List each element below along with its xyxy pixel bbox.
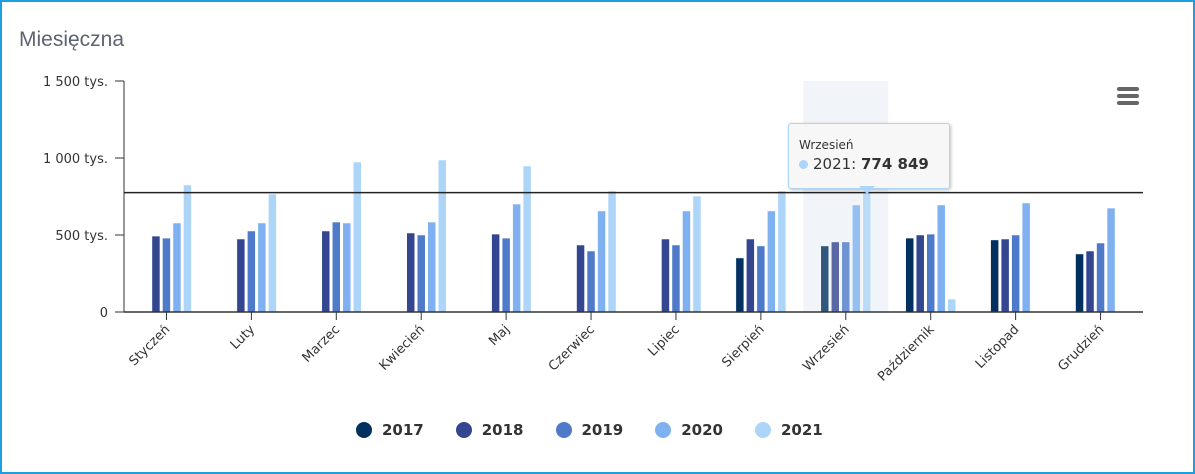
tooltip-arrow xyxy=(859,186,875,194)
bar-2019-Grudzień[interactable] xyxy=(1096,242,1105,313)
legend-swatch xyxy=(356,422,372,438)
bar-2019-Październik[interactable] xyxy=(926,233,935,313)
tooltip-category: Wrzesień xyxy=(799,138,854,152)
bar-2021-Sierpień[interactable] xyxy=(777,190,787,313)
bar-2021-Październik[interactable] xyxy=(947,298,956,313)
x-tick-label: Marzec xyxy=(300,322,343,365)
bar-2020-Wrzesień[interactable] xyxy=(852,204,861,313)
bar-2019-Lipiec[interactable] xyxy=(671,244,681,313)
bar-2021-Maj[interactable] xyxy=(522,165,532,313)
bar-2017-Grudzień[interactable] xyxy=(1075,253,1084,313)
legend-label: 2020 xyxy=(681,421,723,439)
bar-2019-Styczeń[interactable] xyxy=(162,237,171,313)
bar-2019-Maj[interactable] xyxy=(501,237,511,313)
bar-2020-Lipiec[interactable] xyxy=(682,210,691,313)
tooltip-value: 774 849 xyxy=(861,155,929,173)
legend-swatch xyxy=(655,422,672,438)
legend: 2017 2018 2019 2020 2021 xyxy=(356,421,855,439)
bar-2017-Październik[interactable] xyxy=(905,237,914,313)
bar-2019-Listopad[interactable] xyxy=(1011,234,1020,313)
legend-item-2018[interactable]: 2018 xyxy=(455,421,524,439)
bar-2021-Czerwiec[interactable] xyxy=(607,190,617,313)
bar-2018-Maj[interactable] xyxy=(491,233,500,313)
x-tick-label: Maj xyxy=(486,322,513,349)
legend-label: 2019 xyxy=(581,421,624,439)
x-tick-label: Wrzesień xyxy=(800,322,852,374)
bar-2018-Wrzesień[interactable] xyxy=(831,241,840,313)
bar-2019-Wrzesień[interactable] xyxy=(841,241,851,313)
bar-2020-Listopad[interactable] xyxy=(1021,202,1031,313)
x-tick-label: Listopad xyxy=(973,322,1023,372)
bar-2018-Sierpień[interactable] xyxy=(746,238,755,313)
legend-swatch xyxy=(555,422,572,438)
bar-2020-Sierpień[interactable] xyxy=(767,210,776,313)
legend-swatch xyxy=(755,422,771,438)
bar-2019-Marzec[interactable] xyxy=(332,221,341,313)
bar-2019-Luty[interactable] xyxy=(247,230,256,313)
bar-2018-Czerwiec[interactable] xyxy=(576,244,585,313)
legend-swatch xyxy=(455,422,472,438)
x-tick-label: Luty xyxy=(228,322,259,353)
legend-label: 2017 xyxy=(382,421,424,439)
bar-2021-Marzec[interactable] xyxy=(353,161,362,313)
bar-2018-Listopad[interactable] xyxy=(1000,238,1010,313)
bar-2020-Grudzień[interactable] xyxy=(1106,207,1116,313)
x-tick-label: Czerwiec xyxy=(546,322,598,374)
x-tick-label: Kwiecień xyxy=(377,322,428,373)
bar-2017-Wrzesień[interactable] xyxy=(820,245,830,313)
bar-2020-Styczeń[interactable] xyxy=(172,222,182,313)
x-tick-label: Październik xyxy=(875,322,938,385)
bar-2018-Lipiec[interactable] xyxy=(661,238,670,313)
bar-2021-Lipiec[interactable] xyxy=(692,195,702,313)
bar-2021-Styczeń[interactable] xyxy=(183,184,192,313)
bar-2020-Czerwiec[interactable] xyxy=(597,210,606,313)
legend-item-2017[interactable]: 2017 xyxy=(356,421,424,439)
bar-2018-Październik[interactable] xyxy=(915,234,925,313)
x-tick-label: Grudzień xyxy=(1055,322,1107,374)
x-tick-label: Sierpień xyxy=(719,322,767,370)
bar-2017-Sierpień[interactable] xyxy=(735,257,745,313)
bar-2018-Luty[interactable] xyxy=(236,238,246,313)
x-tick-label: Styczeń xyxy=(126,322,173,369)
y-tick-label: 0 xyxy=(100,306,108,321)
bar-2020-Październik[interactable] xyxy=(936,204,946,313)
bar-2017-Listopad[interactable] xyxy=(990,239,999,313)
bar-2021-Kwiecień[interactable] xyxy=(437,159,447,313)
bar-2018-Marzec[interactable] xyxy=(321,230,331,313)
bar-2019-Sierpień[interactable] xyxy=(756,245,766,313)
tooltip-series-dot xyxy=(799,160,808,169)
bar-2020-Marzec[interactable] xyxy=(342,222,352,313)
bar-2018-Kwiecień[interactable] xyxy=(406,232,415,313)
bar-2018-Grudzień[interactable] xyxy=(1085,250,1095,313)
bar-2020-Luty[interactable] xyxy=(257,222,267,313)
tooltip: Wrzesień 2021: 774 849 xyxy=(788,123,950,189)
legend-label: 2021 xyxy=(781,421,823,439)
bar-2019-Kwiecień[interactable] xyxy=(416,234,426,313)
y-tick-label: 1 500 tys. xyxy=(43,75,108,90)
x-tick-label: Lipiec xyxy=(645,322,682,359)
legend-item-2021[interactable]: 2021 xyxy=(755,421,823,439)
bar-2018-Styczeń[interactable] xyxy=(151,235,161,313)
bar-2021-Wrzesień[interactable] xyxy=(862,192,872,313)
bar-2020-Kwiecień[interactable] xyxy=(427,221,436,313)
chart-title: Miesięczna xyxy=(19,28,125,51)
y-tick-label: 500 tys. xyxy=(55,229,108,244)
hamburger-menu-icon[interactable] xyxy=(1117,87,1139,107)
legend-item-2020[interactable]: 2020 xyxy=(655,421,723,439)
legend-label: 2018 xyxy=(481,421,524,439)
y-tick-label: 1 000 tys. xyxy=(43,152,108,167)
bar-2021-Luty[interactable] xyxy=(268,193,277,313)
tooltip-label: 2021: xyxy=(813,155,861,173)
legend-item-2019[interactable]: 2019 xyxy=(555,421,624,439)
bar-2020-Maj[interactable] xyxy=(512,203,521,313)
bar-2019-Czerwiec[interactable] xyxy=(586,250,596,313)
